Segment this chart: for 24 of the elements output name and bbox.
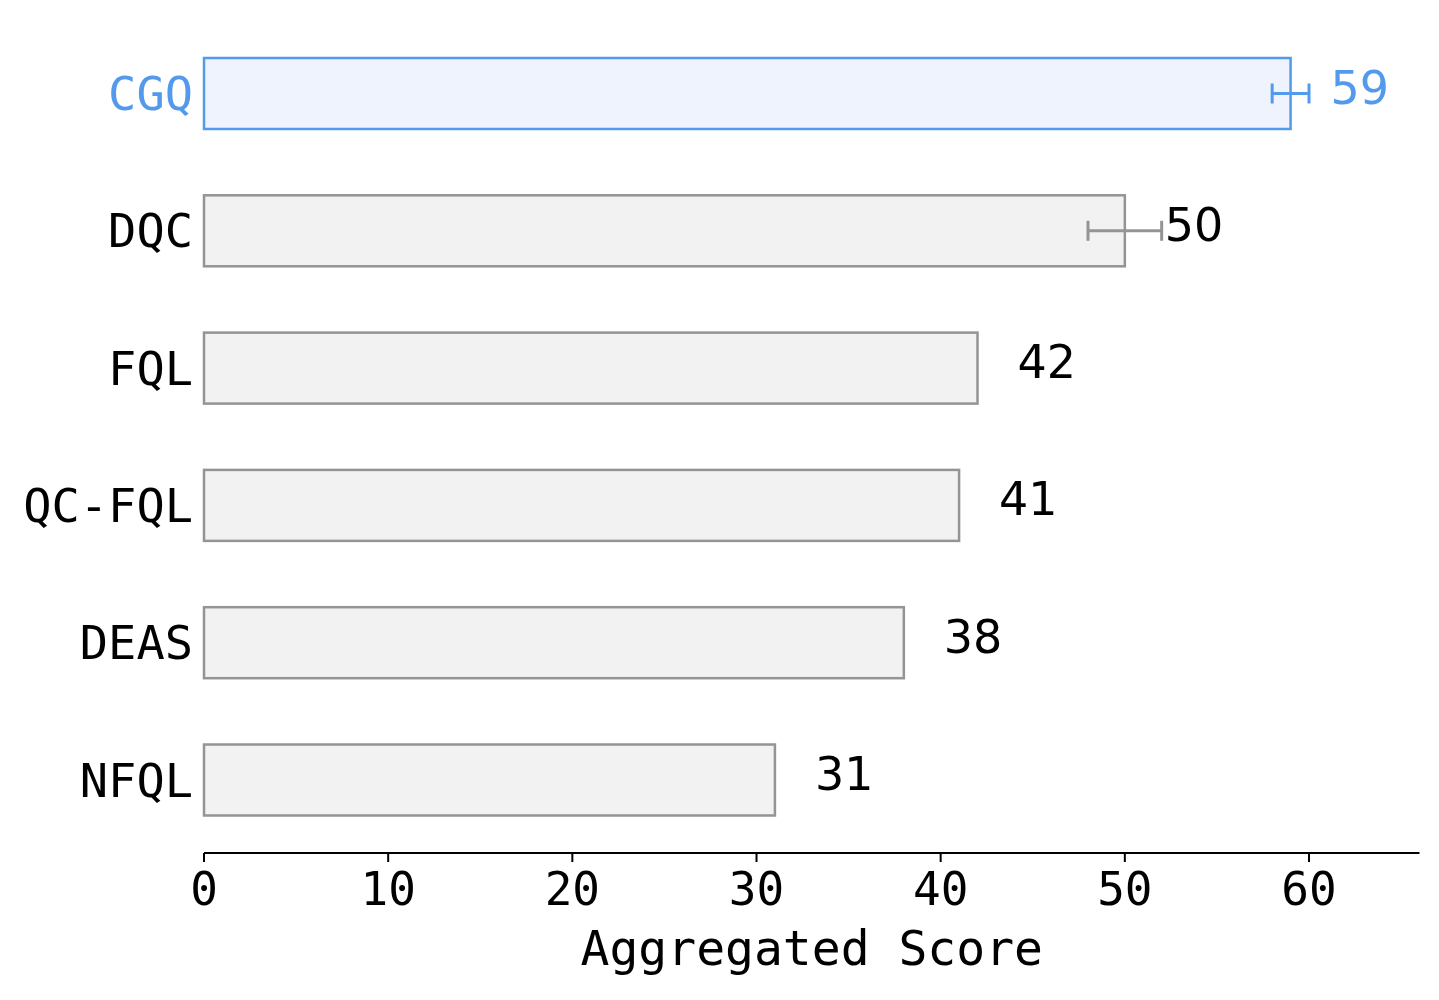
x-tick-label: 20	[544, 862, 601, 916]
data-label: 59	[1330, 60, 1390, 115]
bar	[202, 743, 777, 817]
x-tick-label: 30	[728, 862, 785, 916]
x-tick-label: 50	[1097, 862, 1153, 916]
data-label: 41	[999, 472, 1058, 527]
y-tick-label: FQL	[108, 340, 193, 396]
data-label: 38	[943, 609, 1003, 664]
y-tick-label: DQC	[108, 203, 193, 259]
y-tick-label: QC-FQL	[23, 477, 193, 533]
y-tick-label: DEAS	[79, 615, 193, 671]
x-tick-label: 40	[912, 862, 969, 916]
y-tick-label: CGQ	[108, 66, 193, 121]
x-tick-label: 10	[360, 862, 416, 916]
x-axis-title: Aggregated Score	[580, 920, 1043, 976]
bar	[202, 468, 961, 543]
bar	[202, 331, 979, 405]
data-label: 42	[1017, 335, 1077, 390]
data-label: 50	[1164, 197, 1224, 252]
x-tick-label: 60	[1281, 862, 1337, 916]
y-tick-label: NFQL	[79, 752, 193, 808]
bar	[202, 605, 906, 680]
data-label: 31	[814, 747, 874, 801]
x-tick-label: 0	[190, 862, 218, 916]
